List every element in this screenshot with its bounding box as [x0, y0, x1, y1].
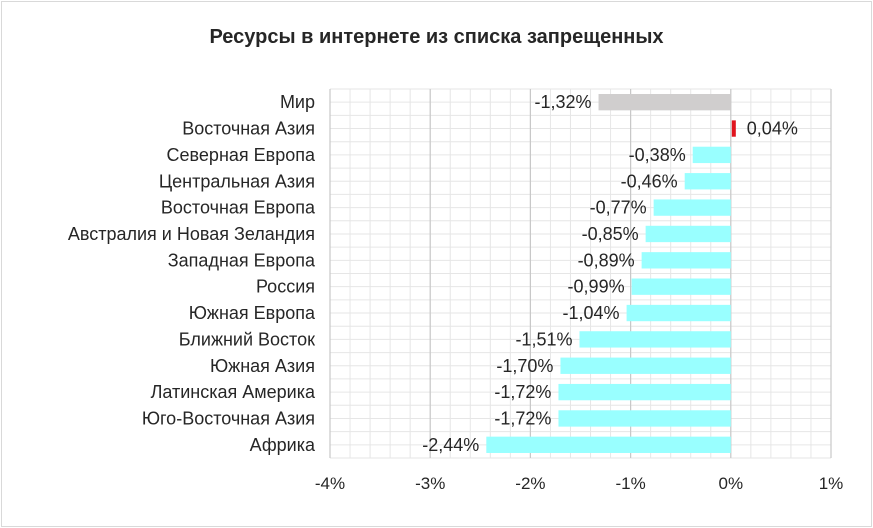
- data-label: -0,85%: [582, 224, 639, 244]
- bar: [598, 94, 731, 111]
- bar: [558, 383, 731, 401]
- bar: [641, 252, 731, 269]
- data-label: 0,04%: [747, 119, 798, 139]
- bar: [626, 304, 731, 322]
- data-label: -1,04%: [563, 303, 620, 323]
- category-label: Мир: [280, 92, 315, 112]
- category-label: Латинская Америка: [151, 382, 316, 402]
- data-label: -1,51%: [515, 329, 572, 349]
- category-label: Южная Азия: [210, 356, 315, 376]
- labels: -4% -3% -2% -1% 0% 1% Мир -1,32% Восточная Азия 0…: [68, 92, 843, 493]
- bar: [631, 278, 731, 295]
- bars: [486, 94, 736, 453]
- data-label: -0,77%: [590, 198, 647, 218]
- data-label: -0,99%: [568, 277, 625, 297]
- x-tick-label: 1%: [819, 474, 844, 493]
- bar: [645, 225, 731, 243]
- category-label: Африка: [250, 435, 316, 455]
- bar: [558, 410, 731, 427]
- data-label: -1,70%: [496, 356, 553, 376]
- data-label: -1,72%: [494, 382, 551, 402]
- bar: [684, 173, 731, 190]
- bar: [692, 146, 731, 164]
- x-tick-label: -2%: [515, 474, 545, 493]
- bar: [486, 436, 731, 453]
- category-label: Восточная Европа: [161, 198, 316, 218]
- data-label: -1,32%: [534, 92, 591, 112]
- x-tick-label: -1%: [615, 474, 645, 493]
- chart-title: Ресурсы в интернете из списка запрещенны…: [209, 26, 664, 48]
- data-label: -0,46%: [621, 171, 678, 191]
- data-label: -0,38%: [629, 145, 686, 165]
- category-label: Ближний Восток: [179, 329, 315, 349]
- bar: [731, 120, 736, 137]
- category-label: Россия: [256, 277, 315, 297]
- data-label: -0,89%: [578, 250, 635, 270]
- grid-layer: [329, 88, 832, 459]
- category-label: Западная Европа: [168, 250, 316, 270]
- category-label: Северная Европа: [167, 145, 316, 165]
- bar: [579, 331, 731, 348]
- x-tick-label: 0%: [719, 474, 744, 493]
- category-label: Юго-Восточная Азия: [142, 408, 315, 428]
- category-label: Австралия и Новая Зеландия: [68, 224, 315, 244]
- category-label: Южная Европа: [189, 303, 316, 323]
- x-tick-label: -4%: [315, 474, 345, 493]
- bar: [653, 199, 731, 216]
- category-label: Центральная Азия: [159, 171, 315, 191]
- data-label: -1,72%: [494, 408, 551, 428]
- bar: [560, 357, 731, 374]
- x-tick-label: -3%: [415, 474, 445, 493]
- category-label: Восточная Азия: [182, 119, 315, 139]
- data-label: -2,44%: [422, 435, 479, 455]
